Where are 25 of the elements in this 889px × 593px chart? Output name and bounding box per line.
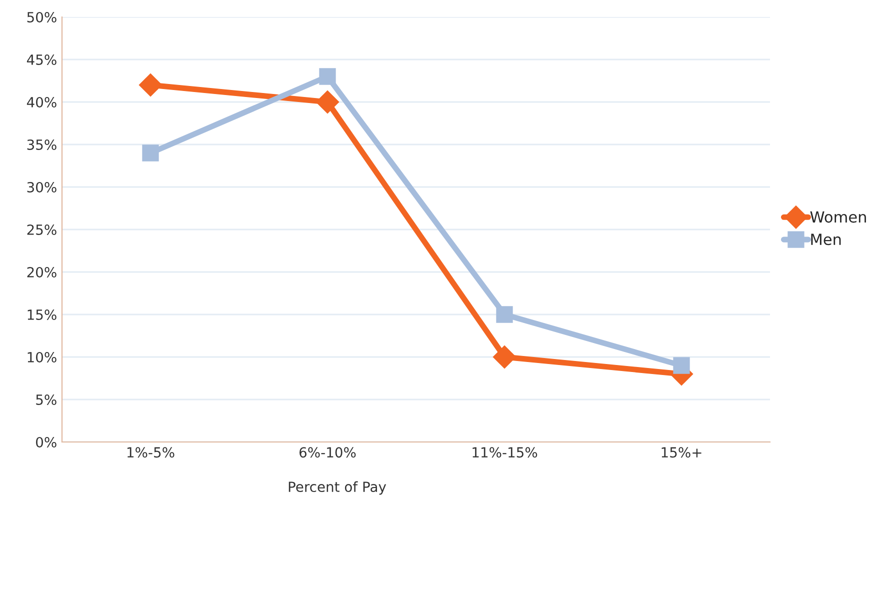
- x-tick-label: 11%-15%: [472, 447, 538, 458]
- y-tick-label: 15%: [28, 309, 56, 320]
- legend-label: Men: [811, 234, 841, 246]
- y-tick-label: 0%: [36, 436, 56, 448]
- y-tick-label: 40%: [26, 96, 56, 108]
- x-tick-label: 15%+: [662, 447, 702, 458]
- point: [673, 357, 690, 374]
- point: [316, 90, 340, 114]
- x-axis-title: Percent of Pay: [288, 481, 386, 495]
- y-tick-label: 35%: [27, 139, 56, 150]
- point: [492, 345, 516, 369]
- y-tick-label: 50%: [27, 12, 56, 22]
- y-tick-label: 20%: [27, 266, 56, 278]
- x-tick-label: 6%-10%: [300, 447, 356, 458]
- y-tick-label: 45%: [26, 54, 56, 65]
- point: [142, 144, 159, 162]
- y-tick-label: 10%: [28, 352, 56, 362]
- point: [496, 306, 513, 323]
- legend-label: Women: [810, 211, 866, 223]
- x-tick-label: 1%-5%: [127, 447, 174, 458]
- y-tick-label: 30%: [27, 182, 56, 192]
- point: [319, 68, 336, 85]
- y-tick-label: 5%: [36, 394, 56, 405]
- point: [138, 73, 162, 97]
- y-tick-label: 25%: [27, 224, 56, 235]
